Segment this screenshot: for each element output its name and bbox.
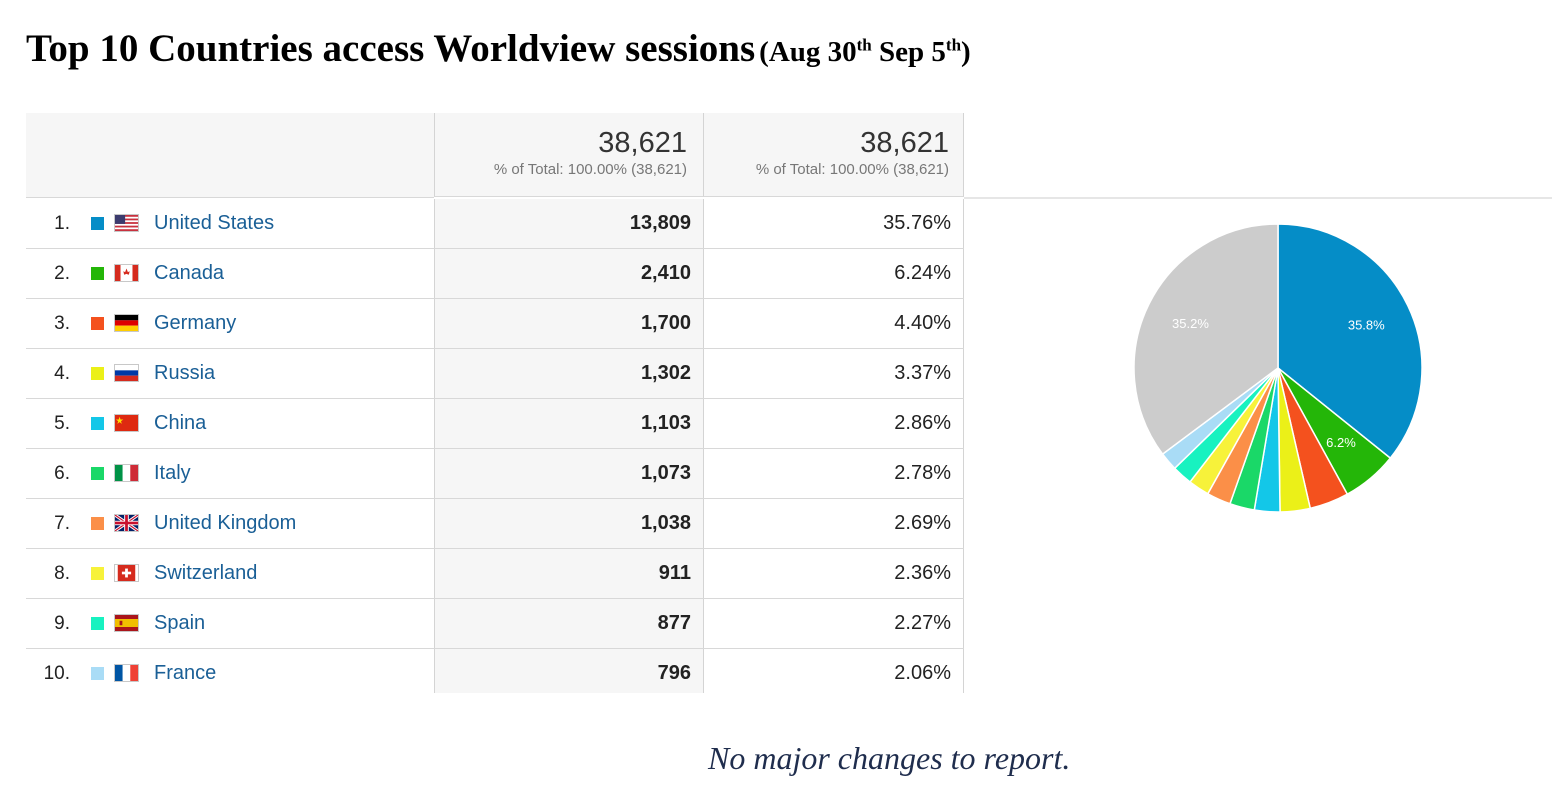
uk-flag-icon — [114, 514, 139, 532]
table-row: 7. United Kingdom 1,038 2.69% — [26, 499, 964, 549]
row-index: 3. — [54, 313, 70, 334]
row-index: 10. — [43, 663, 70, 684]
header-divider — [964, 197, 1552, 199]
table-row: 4. Russia 1,302 3.37% — [26, 349, 964, 399]
pie-slice-label: 35.8% — [1348, 318, 1385, 333]
pie-slice[interactable] — [1277, 223, 1423, 460]
row-color-swatch — [91, 317, 104, 330]
sessions-pie-chart: 35.8% 6.2% 35.2% — [1133, 223, 1423, 513]
title-sup-1: th — [856, 35, 872, 55]
sessions-total-pct: % of Total: 100.00% (38,621) — [493, 161, 687, 178]
sessions-value: 796 — [434, 649, 703, 693]
country-link[interactable]: Spain — [154, 612, 206, 634]
title-date-end: Sep 5 — [871, 36, 946, 68]
italy-flag-icon — [114, 464, 139, 482]
table-header: 38,621 % of Total: 100.00% (38,621) 38,6… — [26, 113, 1552, 199]
row-color-swatch — [91, 217, 104, 230]
header-blank-cell — [26, 113, 434, 198]
share-value: 4.40% — [703, 299, 964, 348]
sessions-value: 1,073 — [434, 449, 703, 498]
share-value: 2.86% — [703, 399, 964, 448]
share-value: 2.06% — [703, 649, 964, 693]
title-date-range: (Aug 30th Sep 5th) — [759, 35, 971, 68]
row-color-swatch — [91, 567, 104, 580]
sessions-value: 2,410 — [434, 249, 703, 298]
page-title: Top 10 Countries access Worldview sessio… — [26, 26, 971, 71]
title-sup-2: th — [945, 35, 962, 55]
table-row: 2. Canada 2,410 6.24% — [26, 249, 964, 299]
row-index: 1. — [54, 213, 70, 234]
report-note: No major changes to report. — [708, 740, 1071, 776]
row-index: 7. — [54, 513, 70, 534]
russia-flag-icon — [114, 364, 139, 382]
table-row: 10. France 796 2.06% — [26, 649, 964, 693]
country-link[interactable]: Germany — [154, 312, 237, 334]
title-close-paren: ) — [961, 36, 971, 68]
spain-flag-icon — [114, 614, 139, 632]
share-total-pct: % of Total: 100.00% (38,621) — [755, 161, 949, 178]
country-link[interactable]: France — [154, 662, 217, 684]
pie-slice-label: 35.2% — [1172, 316, 1209, 331]
row-index: 4. — [54, 363, 70, 384]
title-main: Top 10 Countries access Worldview sessio… — [26, 27, 756, 70]
country-link[interactable]: China — [154, 412, 207, 434]
share-value: 6.24% — [703, 249, 964, 298]
row-color-swatch — [91, 667, 104, 680]
row-color-swatch — [91, 467, 104, 480]
row-color-swatch — [91, 517, 104, 530]
countries-table: 38,621 % of Total: 100.00% (38,621) 38,6… — [26, 113, 1552, 693]
sessions-value: 877 — [434, 599, 703, 648]
table-row: 9. Spain 877 2.27% — [26, 599, 964, 649]
share-value: 2.69% — [703, 499, 964, 548]
sessions-value: 13,809 — [434, 199, 703, 248]
share-value: 2.36% — [703, 549, 964, 598]
table-row: 3. Germany 1,700 4.40% — [26, 299, 964, 349]
share-total: 38,621 — [860, 127, 949, 159]
row-color-swatch — [91, 617, 104, 630]
germany-flag-icon — [114, 314, 139, 332]
country-link[interactable]: Italy — [154, 462, 191, 484]
us-flag-icon — [114, 214, 139, 232]
pie-slice[interactable] — [1133, 223, 1279, 456]
share-value: 3.37% — [703, 349, 964, 398]
row-index: 2. — [54, 263, 70, 284]
country-link[interactable]: Canada — [154, 262, 225, 284]
row-index: 6. — [54, 463, 70, 484]
share-value: 35.76% — [703, 199, 964, 248]
table-row: 8. Switzerland 911 2.36% — [26, 549, 964, 599]
row-color-swatch — [91, 267, 104, 280]
share-value: 2.78% — [703, 449, 964, 498]
share-value: 2.27% — [703, 599, 964, 648]
row-index: 9. — [54, 613, 70, 634]
table-body: 1. United States 13,809 35.76% 2. Canada 2,410… — [26, 199, 964, 693]
sessions-value: 911 — [434, 549, 703, 598]
pie-slice-label: 6.2% — [1326, 435, 1356, 450]
china-flag-icon — [114, 414, 139, 432]
country-link[interactable]: Switzerland — [154, 562, 258, 584]
sessions-value: 1,700 — [434, 299, 703, 348]
sessions-column-header[interactable]: 38,621 % of Total: 100.00% (38,621) — [434, 113, 703, 197]
row-index: 5. — [54, 413, 70, 434]
canada-flag-icon — [114, 264, 139, 282]
table-row: 1. United States 13,809 35.76% — [26, 199, 964, 249]
sessions-value: 1,038 — [434, 499, 703, 548]
row-color-swatch — [91, 367, 104, 380]
title-date-start: (Aug 30 — [759, 36, 857, 68]
table-row: 5. China 1,103 2.86% — [26, 399, 964, 449]
sessions-value: 1,302 — [434, 349, 703, 398]
france-flag-icon — [114, 664, 139, 682]
table-row: 6. Italy 1,073 2.78% — [26, 449, 964, 499]
switzerland-flag-icon — [114, 564, 139, 582]
country-link[interactable]: Russia — [154, 362, 216, 384]
country-link[interactable]: United States — [154, 212, 275, 234]
row-color-swatch — [91, 417, 104, 430]
sessions-value: 1,103 — [434, 399, 703, 448]
country-link[interactable]: United Kingdom — [154, 512, 297, 534]
sessions-total: 38,621 — [598, 127, 687, 159]
share-column-header[interactable]: 38,621 % of Total: 100.00% (38,621) — [703, 113, 964, 197]
row-index: 8. — [54, 563, 70, 584]
